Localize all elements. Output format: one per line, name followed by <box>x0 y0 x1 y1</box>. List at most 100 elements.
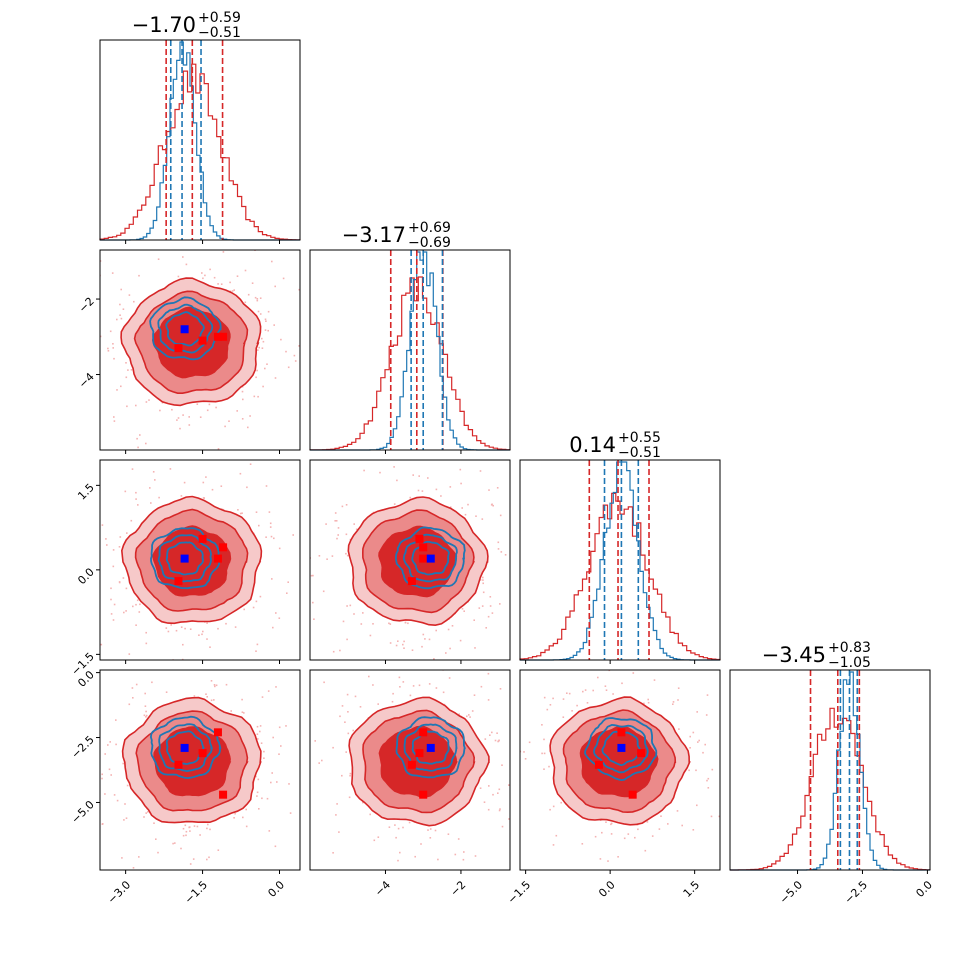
scatter-point <box>123 819 125 821</box>
scatter-point <box>592 689 594 692</box>
scatter-point <box>41 771 43 773</box>
scatter-point <box>112 343 114 345</box>
scatter-point <box>100 335 102 338</box>
scatter-point <box>110 774 112 776</box>
scatter-point <box>345 552 347 555</box>
scatter-point <box>270 781 272 784</box>
scatter-point <box>213 276 216 279</box>
y-tick-label-3: −2.5 <box>69 733 97 761</box>
scatter-point <box>179 427 181 430</box>
scatter-point <box>135 498 137 500</box>
scatter-point <box>487 615 490 618</box>
scatter-point <box>135 603 137 606</box>
scatter-point <box>275 612 277 614</box>
scatter-point <box>485 627 487 629</box>
scatter-point <box>632 672 635 674</box>
scatter-point <box>464 513 467 516</box>
scatter-point <box>528 741 531 744</box>
scatter-point <box>178 663 180 665</box>
scatter-point <box>278 617 281 619</box>
scatter-point <box>399 851 401 854</box>
scatter-point <box>108 768 111 771</box>
scatter-point <box>125 817 128 819</box>
scatter-point <box>706 694 709 696</box>
scatter-point <box>97 620 99 622</box>
marker-red-1 <box>637 749 646 758</box>
scatter-point <box>582 690 584 693</box>
scatter-point <box>346 693 349 696</box>
scatter-point <box>208 856 210 859</box>
scatter-point <box>206 858 208 861</box>
scatter-point <box>397 640 399 642</box>
scatter-point <box>411 649 414 651</box>
scatter-point <box>499 603 501 605</box>
scatter-point <box>546 708 549 711</box>
scatter-point <box>368 645 370 647</box>
scatter-point <box>560 801 562 804</box>
scatter-point <box>241 711 244 713</box>
histogram-blue-2 <box>520 461 720 661</box>
scatter-point <box>105 538 107 540</box>
panel-2d-2-0 <box>97 463 294 660</box>
scatter-point <box>196 825 199 828</box>
scatter-point <box>341 505 344 508</box>
scatter-point <box>513 755 515 757</box>
scatter-point <box>369 813 371 816</box>
marker-red-3 <box>219 543 228 552</box>
scatter-point <box>106 544 108 546</box>
panel-title-1: −3.17 <box>342 223 406 247</box>
scatter-point <box>463 851 465 853</box>
scatter-point <box>131 468 134 470</box>
scatter-point <box>180 626 183 628</box>
scatter-point <box>145 714 148 717</box>
panel-frame-1-0 <box>99 249 301 451</box>
scatter-point <box>331 555 334 557</box>
scatter-point <box>402 826 404 829</box>
scatter-point <box>435 488 438 491</box>
scatter-point <box>146 641 148 643</box>
scatter-point <box>434 829 437 832</box>
scatter-point <box>260 742 263 744</box>
scatter-point <box>339 649 341 652</box>
x-tick-label-2: 0.0 <box>596 878 618 900</box>
scatter-point <box>189 830 191 832</box>
scatter-point <box>483 801 486 803</box>
scatter-point <box>256 791 259 794</box>
marker-red-1 <box>415 534 424 543</box>
scatter-point <box>552 844 555 846</box>
scatter-point <box>482 582 484 585</box>
scatter-point <box>501 764 503 766</box>
scatter-point <box>707 777 710 780</box>
scatter-point <box>568 692 571 695</box>
x-tick-label-3: −2.5 <box>842 878 870 906</box>
scatter-point <box>271 260 273 263</box>
scatter-point <box>176 241 178 243</box>
scatter-point <box>202 481 205 484</box>
scatter-point <box>347 711 349 713</box>
scatter-point <box>393 466 395 468</box>
scatter-point <box>196 403 199 405</box>
scatter-point <box>245 808 247 811</box>
scatter-point <box>241 390 244 393</box>
scatter-point <box>138 856 140 858</box>
scatter-point <box>348 796 351 799</box>
scatter-point <box>227 196 229 198</box>
marker-blue <box>426 743 435 752</box>
scatter-point <box>220 283 223 285</box>
scatter-point <box>189 863 192 865</box>
scatter-point <box>217 849 220 851</box>
scatter-point <box>471 710 474 712</box>
scatter-point <box>145 716 147 718</box>
scatter-point <box>445 454 447 456</box>
scatter-point <box>404 621 407 624</box>
scatter-point <box>290 474 292 476</box>
scatter-point <box>353 523 355 525</box>
marker-red-3 <box>219 790 228 799</box>
scatter-point <box>373 839 376 842</box>
scatter-point <box>629 882 631 884</box>
scatter-point <box>261 347 264 349</box>
scatter-point <box>112 347 114 349</box>
scatter-point <box>145 710 147 713</box>
scatter-point <box>136 599 139 602</box>
scatter-point <box>731 768 733 770</box>
